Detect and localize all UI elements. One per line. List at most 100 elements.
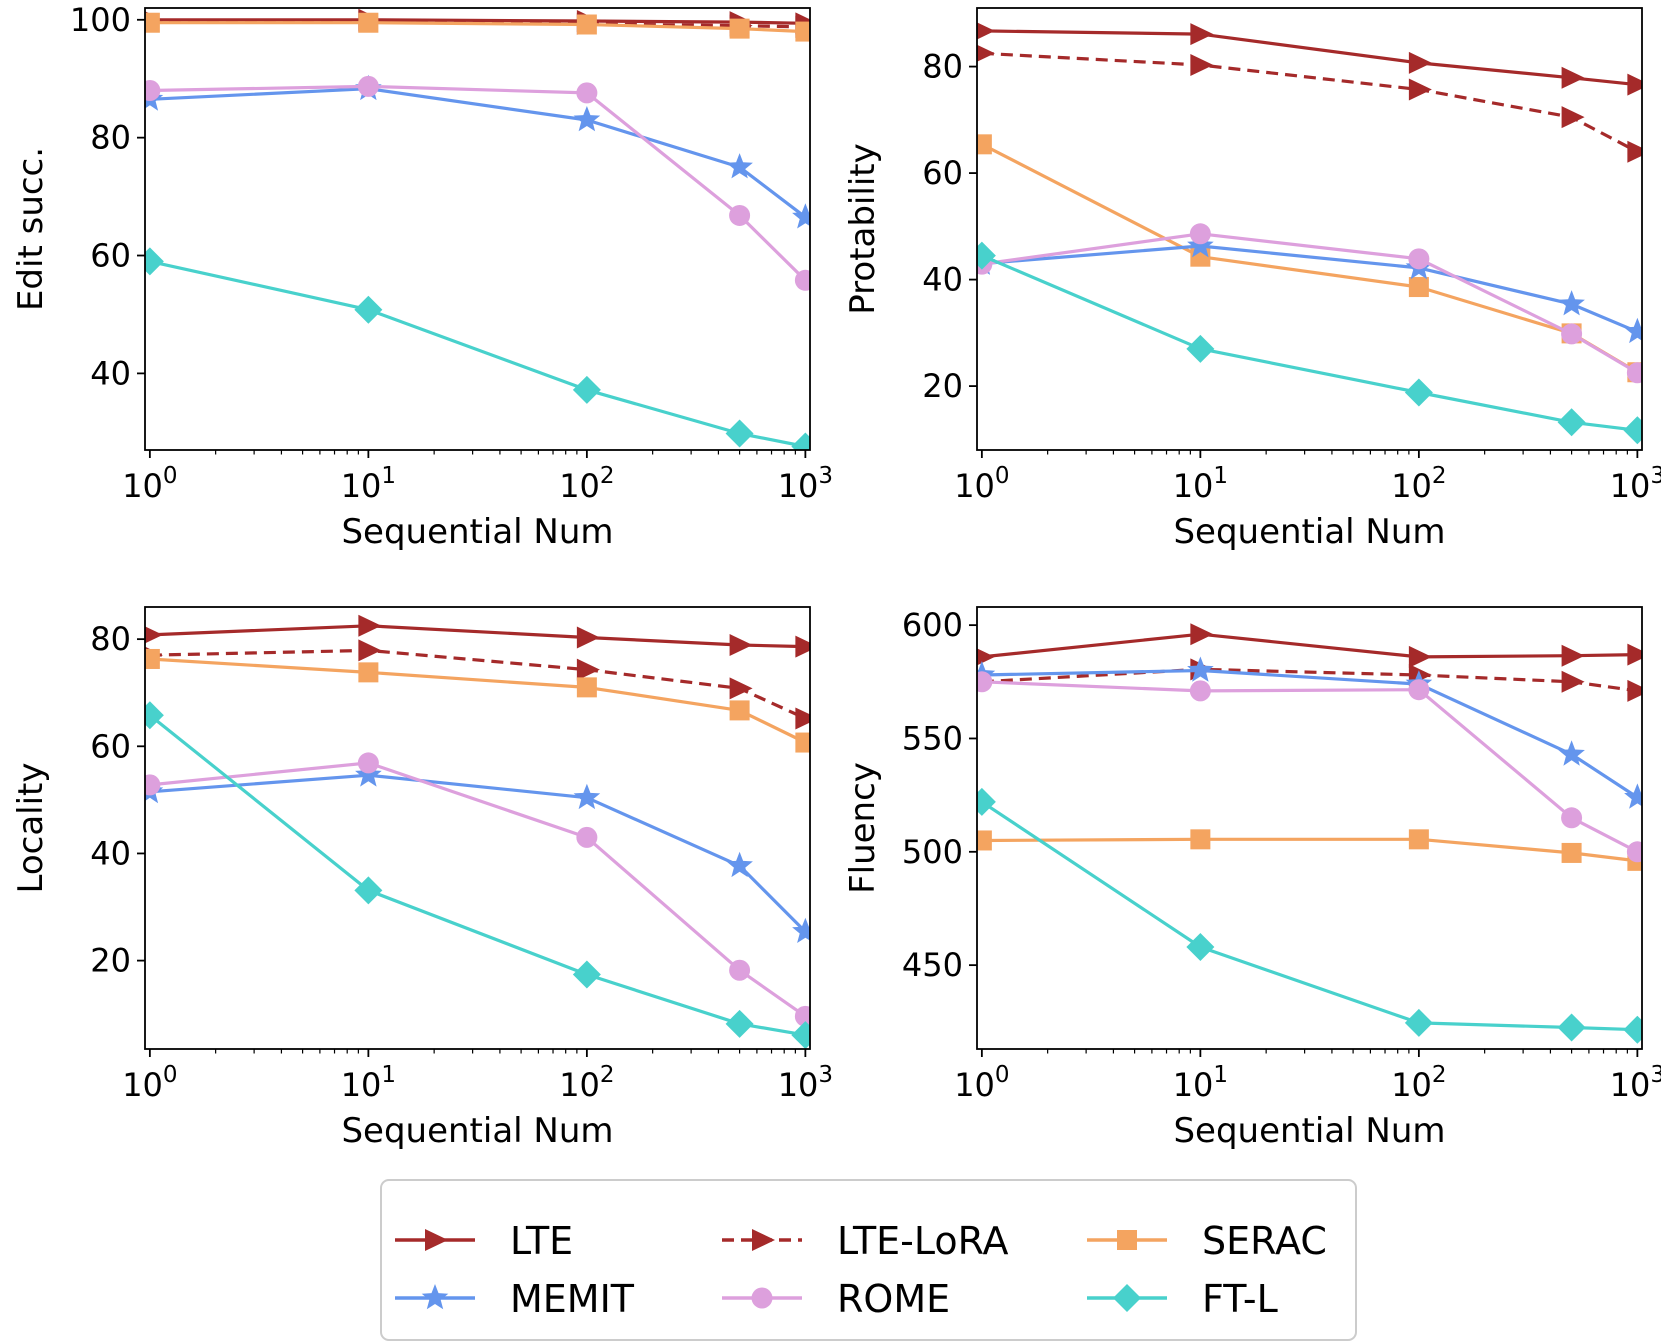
x-axis-label: Sequential Num bbox=[1173, 1111, 1445, 1151]
data-point-lte-lora bbox=[576, 658, 600, 681]
data-point-ft-l bbox=[1186, 334, 1215, 363]
data-point-rome bbox=[977, 671, 993, 693]
data-point-lte-lora bbox=[1561, 670, 1585, 693]
data-point-ft-l bbox=[145, 247, 164, 276]
y-tick-label: 40 bbox=[90, 834, 131, 872]
y-tick-label: 80 bbox=[922, 48, 963, 86]
data-point-rome bbox=[1626, 841, 1642, 863]
data-point-ft-l bbox=[791, 432, 810, 450]
data-point-ft-l bbox=[145, 701, 164, 730]
data-point-rome bbox=[1189, 223, 1211, 245]
legend-item-serac: SERAC bbox=[1087, 1219, 1327, 1263]
legend-item-ft-l: FT-L bbox=[1087, 1277, 1278, 1321]
data-point-memit bbox=[1187, 232, 1214, 258]
data-point-memit bbox=[792, 917, 810, 943]
legend-label: ROME bbox=[837, 1277, 950, 1321]
legend-item-lte: LTE bbox=[395, 1219, 573, 1263]
data-point-lte bbox=[358, 614, 382, 637]
series-line-ft-l bbox=[981, 254, 1638, 432]
series-line-ft-l bbox=[149, 259, 806, 449]
data-point-ft-l bbox=[1186, 933, 1215, 961]
x-tick-label: 100 bbox=[954, 1062, 1009, 1104]
data-point-lte-lora bbox=[1190, 53, 1214, 76]
x-tick-label: 100 bbox=[954, 463, 1009, 505]
plot-area bbox=[977, 623, 1642, 1044]
data-point-serac bbox=[729, 18, 750, 39]
legend-label: LTE bbox=[510, 1219, 573, 1263]
data-point-rome bbox=[357, 752, 379, 774]
x-axis-label: Sequential Num bbox=[1173, 512, 1445, 552]
plot-area bbox=[145, 614, 810, 1049]
data-point-rome bbox=[794, 269, 810, 291]
data-point-rome bbox=[145, 774, 161, 796]
series-line-serac bbox=[149, 657, 807, 744]
axes-frame bbox=[144, 606, 811, 1050]
x-tick-label: 101 bbox=[1173, 463, 1228, 505]
series-line-rome bbox=[149, 84, 807, 282]
y-tick-label: 600 bbox=[902, 606, 963, 644]
data-point-rome bbox=[1561, 807, 1583, 829]
legend-marker bbox=[751, 1287, 773, 1309]
legend-item-memit: MEMIT bbox=[395, 1277, 635, 1321]
data-point-serac bbox=[1190, 829, 1211, 850]
legend-marker bbox=[752, 1229, 775, 1251]
y-tick-label: 60 bbox=[90, 237, 131, 275]
data-point-serac bbox=[729, 700, 750, 721]
y-axis-label: Fluency bbox=[843, 762, 883, 894]
data-point-ft-l bbox=[977, 787, 996, 816]
data-point-serac bbox=[576, 14, 597, 35]
data-point-lte-lora bbox=[1627, 140, 1642, 163]
plot-area bbox=[977, 22, 1642, 445]
data-point-lte-lora bbox=[729, 677, 753, 700]
data-point-lte bbox=[977, 648, 995, 666]
data-point-serac bbox=[795, 732, 810, 753]
data-point-ft-l bbox=[1557, 1013, 1586, 1042]
data-point-serac bbox=[1408, 829, 1429, 850]
legend-label: FT-L bbox=[1202, 1277, 1278, 1321]
data-point-lte bbox=[1408, 51, 1432, 74]
data-point-serac bbox=[1561, 842, 1582, 863]
data-point-serac bbox=[145, 12, 160, 33]
data-point-rome bbox=[576, 826, 598, 848]
x-tick-label: 101 bbox=[341, 1062, 396, 1104]
data-point-rome bbox=[1561, 323, 1583, 345]
data-point-rome bbox=[794, 1005, 810, 1027]
data-point-memit bbox=[726, 153, 753, 179]
plot-area bbox=[145, 8, 810, 450]
legend-label: MEMIT bbox=[510, 1277, 635, 1321]
data-point-memit bbox=[1624, 317, 1642, 344]
x-tick-label: 103 bbox=[778, 1062, 833, 1104]
data-point-rome bbox=[1408, 248, 1430, 270]
data-point-rome bbox=[576, 82, 598, 104]
legend-marker bbox=[425, 1229, 448, 1251]
series-line-lte-lora bbox=[981, 51, 1639, 154]
series-line-lte bbox=[981, 632, 1638, 659]
chart-fluency: 450 500 550 600 100 101 102 103 Sequential Num Fl… bbox=[843, 606, 1661, 1151]
data-point-lte bbox=[1561, 66, 1585, 89]
data-point-lte bbox=[1627, 73, 1642, 96]
x-tick-label: 101 bbox=[341, 463, 396, 505]
y-tick-label: 40 bbox=[90, 354, 131, 392]
x-tick-label: 102 bbox=[1391, 1062, 1446, 1104]
data-point-rome bbox=[1189, 680, 1211, 702]
y-axis-label: Edit succ. bbox=[11, 147, 51, 311]
y-axis-label: Locality bbox=[11, 762, 51, 893]
data-point-lte-lora bbox=[795, 707, 810, 730]
data-point-serac bbox=[358, 662, 379, 683]
y-tick-label: 20 bbox=[922, 367, 963, 405]
data-point-serac bbox=[795, 21, 810, 42]
data-point-ft-l bbox=[1404, 378, 1433, 407]
data-point-lte bbox=[1627, 643, 1642, 666]
legend-marker bbox=[421, 1284, 449, 1310]
y-tick-label: 450 bbox=[902, 946, 963, 984]
data-point-ft-l bbox=[1623, 416, 1642, 445]
data-point-memit bbox=[1558, 740, 1585, 766]
data-point-lte-lora bbox=[977, 44, 995, 62]
data-point-ft-l bbox=[791, 1021, 810, 1049]
data-point-lte bbox=[729, 634, 753, 657]
series-line-memit bbox=[149, 87, 807, 219]
x-tick-label: 100 bbox=[122, 1062, 177, 1104]
y-tick-label: 80 bbox=[90, 620, 131, 658]
legend-item-rome: ROME bbox=[722, 1277, 950, 1321]
